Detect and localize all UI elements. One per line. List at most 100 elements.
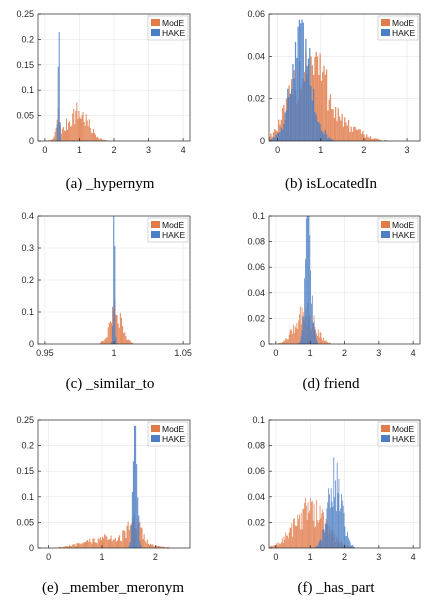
histogram-bar: [68, 122, 70, 141]
histogram-bar: [322, 72, 324, 141]
histogram-bar: [56, 124, 58, 141]
histogram-bar: [305, 497, 306, 548]
histogram-bar: [331, 109, 333, 141]
histogram-bar: [89, 538, 91, 548]
histogram-bar: [280, 127, 282, 141]
histogram-bar: [308, 512, 310, 548]
histogram-bar: [287, 339, 288, 344]
y-tick-label: 0.04: [247, 51, 265, 61]
histogram-bar: [87, 126, 89, 141]
histogram-bar: [281, 342, 283, 344]
histogram-bar: [63, 130, 65, 141]
histogram-bar: [360, 133, 363, 141]
histogram-bar: [287, 88, 289, 141]
histogram-bar: [323, 340, 325, 344]
histogram-bar: [340, 508, 342, 548]
histogram-bar: [325, 134, 328, 141]
histogram-bar: [76, 543, 78, 548]
histogram-bar: [65, 546, 67, 548]
legend-entry-hake-label: HAKE: [392, 434, 415, 444]
histogram-bar: [353, 546, 354, 548]
histogram-bar: [380, 140, 382, 141]
series-hake: [315, 457, 355, 548]
legend-entry-hake-label: HAKE: [162, 230, 185, 240]
histogram-bar: [327, 138, 329, 141]
histogram-bar: [339, 511, 341, 548]
histogram-bar: [280, 342, 282, 344]
histogram-bar: [78, 542, 80, 548]
histogram-bar: [338, 478, 340, 548]
histogram-bar: [275, 545, 276, 548]
histogram-bar: [113, 539, 115, 548]
histogram-bar: [329, 343, 331, 344]
histogram-bar: [97, 538, 99, 548]
histogram-bar: [329, 138, 332, 141]
legend-entry-mode-swatch: [381, 19, 390, 26]
histogram-bar: [349, 541, 351, 548]
histogram-bar: [102, 341, 104, 344]
histogram-bar: [300, 23, 302, 141]
histogram-bar: [358, 129, 360, 141]
histogram-bar: [363, 134, 365, 141]
histogram-bar: [106, 536, 108, 548]
histogram-bar: [281, 542, 282, 548]
histogram-bar: [376, 138, 378, 141]
histogram-bar: [317, 520, 318, 548]
histogram-bar: [301, 330, 303, 344]
histogram-bar: [110, 342, 113, 344]
legend-entry-mode-label: ModE: [392, 220, 415, 230]
x-tick-label: 0: [273, 348, 278, 358]
histogram-bar: [322, 132, 324, 141]
histogram-bar: [126, 339, 128, 344]
legend-entry-mode-swatch: [151, 19, 160, 26]
histogram-bar: [316, 121, 319, 141]
histogram-bar: [335, 511, 337, 548]
x-tick-label: 3: [146, 145, 151, 155]
legend-entry-hake-swatch: [381, 435, 390, 442]
histogram-bar: [274, 129, 276, 141]
histogram-bar: [342, 126, 345, 141]
x-tick-label: 3: [405, 145, 410, 155]
x-tick-label: 1: [111, 348, 116, 358]
y-tick-label: 0: [260, 136, 265, 146]
histogram-bar: [118, 537, 120, 548]
histogram-bar: [144, 540, 146, 548]
y-tick-label: 0.06: [247, 466, 265, 476]
histogram-bar: [336, 121, 338, 141]
histogram-bar: [73, 544, 75, 548]
legend-entry-mode-label: ModE: [392, 424, 415, 434]
histogram-bar: [328, 137, 330, 141]
histogram-bar: [51, 139, 53, 141]
y-tick-label: 0.2: [21, 34, 34, 44]
histogram-bar: [295, 328, 297, 344]
histogram-bar: [314, 329, 316, 344]
histogram-bar: [269, 546, 270, 548]
histogram-bar: [79, 544, 81, 548]
histogram-bar: [278, 119, 280, 141]
x-tick-label: 1: [308, 552, 313, 562]
histogram-bar: [118, 327, 120, 344]
histogram-bar: [324, 523, 326, 548]
histogram-bar: [104, 339, 106, 344]
histogram-bar: [71, 546, 73, 548]
histogram-bar: [299, 314, 300, 344]
histogram-bar: [341, 494, 342, 548]
histogram-bar: [307, 502, 309, 548]
histogram-bar: [119, 312, 121, 344]
histogram-bar: [290, 528, 292, 548]
caption: (f) _has_part: [297, 580, 375, 596]
histogram-bar: [286, 535, 288, 548]
y-tick-label: 0.1: [252, 211, 265, 221]
histogram-bar: [367, 136, 369, 141]
histogram-bar: [94, 542, 96, 548]
histogram-bar: [320, 332, 322, 344]
histogram-bar: [290, 329, 292, 344]
histogram-bar: [275, 134, 277, 141]
histogram-bar: [281, 343, 282, 344]
histogram-bar: [90, 541, 92, 548]
histogram-bar: [287, 538, 289, 548]
histogram-bar: [330, 488, 332, 548]
legend-entry-mode-swatch: [151, 221, 160, 228]
histogram-bar: [283, 123, 285, 141]
